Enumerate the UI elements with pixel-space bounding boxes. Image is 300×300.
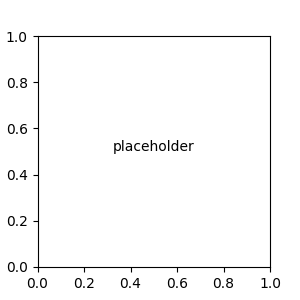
Text: placeholder: placeholder — [113, 140, 195, 154]
